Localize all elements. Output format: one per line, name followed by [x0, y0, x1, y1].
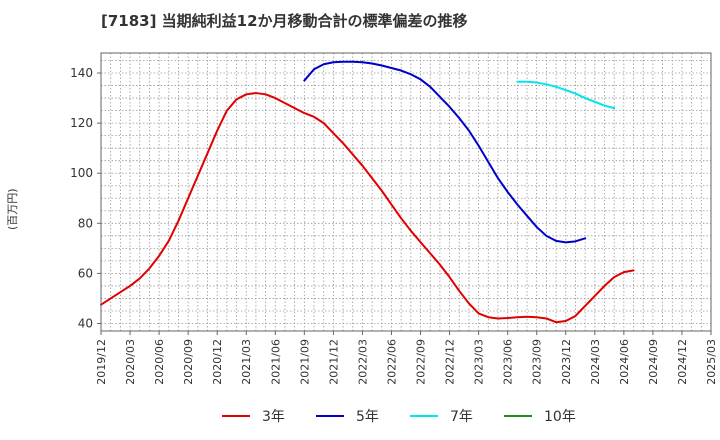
plot-frame: [100, 52, 712, 332]
x-tick-label: 2021/09: [298, 339, 311, 385]
x-tick-label: 2025/03: [705, 339, 718, 385]
x-tick-label: 2021/06: [269, 339, 282, 385]
x-tick-label: 2024/06: [618, 339, 631, 385]
legend-item: 7年: [410, 404, 473, 428]
x-tick-label: 2023/03: [473, 339, 486, 385]
x-tick-label: 2020/09: [182, 339, 195, 385]
series-line-2: [303, 60, 587, 244]
legend-label: 3年: [262, 409, 285, 425]
y-tick-label: 80: [78, 216, 93, 230]
axis-layer: 40 60 80 100 120 140 2019/12 2020/03 2020/06 2020…: [70, 66, 718, 385]
chart-title: [7183] 当期純利益12か月移動合計の標準偏差の推移: [101, 12, 468, 30]
series-line-3: [516, 80, 616, 110]
x-tick-label: 2024/12: [676, 339, 689, 385]
x-tick-label: 2022/03: [356, 339, 369, 385]
legend-label: 7年: [450, 409, 473, 425]
legend-item: 5年: [316, 404, 379, 428]
legend-label: 5年: [356, 409, 379, 425]
x-tick-label: 2023/09: [531, 339, 544, 385]
x-tick-label: 2021/12: [327, 339, 340, 385]
x-tick-label: 2022/12: [444, 339, 457, 385]
y-tick-label: 120: [70, 116, 93, 130]
legend-swatch: [504, 415, 532, 417]
legend-item: 10年: [504, 404, 576, 428]
x-tick-label: 2022/09: [415, 339, 428, 385]
x-tick-label: 2024/09: [647, 339, 660, 385]
y-tick-label: 60: [78, 266, 93, 280]
x-tick-label: 2019/12: [95, 339, 108, 385]
x-tick-label: 2023/12: [560, 339, 573, 385]
series-layer: [100, 60, 635, 324]
grid-layer: [101, 53, 711, 331]
series-line-1: [100, 92, 635, 324]
legend: 3年 5年 7年 10年: [0, 404, 720, 428]
x-tick-label: 2020/03: [124, 339, 137, 385]
legend-label: 10年: [544, 409, 576, 425]
y-tick-label: 40: [78, 316, 93, 330]
legend-swatch: [222, 415, 250, 417]
x-tick-label: 2020/06: [153, 339, 166, 385]
x-tick-label: 2022/06: [385, 339, 398, 385]
y-tick-label: 100: [70, 166, 93, 180]
y-tick-label: 140: [70, 66, 93, 80]
legend-item: 3年: [222, 404, 285, 428]
x-tick-label: 2020/12: [211, 339, 224, 385]
x-tick-label: 2023/06: [502, 339, 515, 385]
legend-swatch: [316, 415, 344, 417]
legend-swatch: [410, 415, 438, 417]
x-tick-label: 2024/03: [589, 339, 602, 385]
x-tick-label: 2021/03: [240, 339, 253, 385]
